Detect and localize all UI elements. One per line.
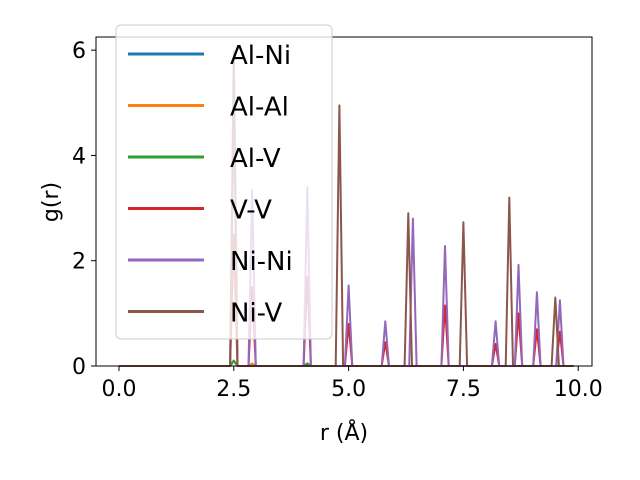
x-tick-label: 5.0 (331, 377, 366, 402)
legend-label-2: Al-V (230, 144, 281, 174)
y-tick-label: 4 (72, 144, 86, 169)
y-tick-label: 0 (72, 355, 86, 380)
y-axis-label: g(r) (39, 182, 64, 222)
x-tick-label: 7.5 (446, 377, 481, 402)
legend-label-0: Al-Ni (230, 41, 291, 71)
legend-label-1: Al-Al (230, 93, 289, 123)
legend-label-5: Ni-V (230, 299, 283, 329)
x-tick-label: 10.0 (554, 377, 603, 402)
legend-box (115, 24, 333, 340)
x-tick-label: 0.0 (101, 377, 136, 402)
y-tick-label: 6 (72, 39, 86, 64)
y-tick-label: 2 (72, 250, 86, 275)
legend-label-3: V-V (230, 196, 272, 226)
legend-label-4: Ni-Ni (230, 247, 293, 277)
legend: Al-Ni Al-Al Al-V V-V Ni-Ni Ni-V (115, 24, 333, 340)
plot-frame (95, 36, 593, 367)
x-axis-label: r (Å) (320, 419, 368, 446)
axis-ticks: 0.0 2.5 5.0 7.5 10.0 0 2 4 6 (72, 39, 603, 402)
x-tick-label: 2.5 (216, 377, 251, 402)
